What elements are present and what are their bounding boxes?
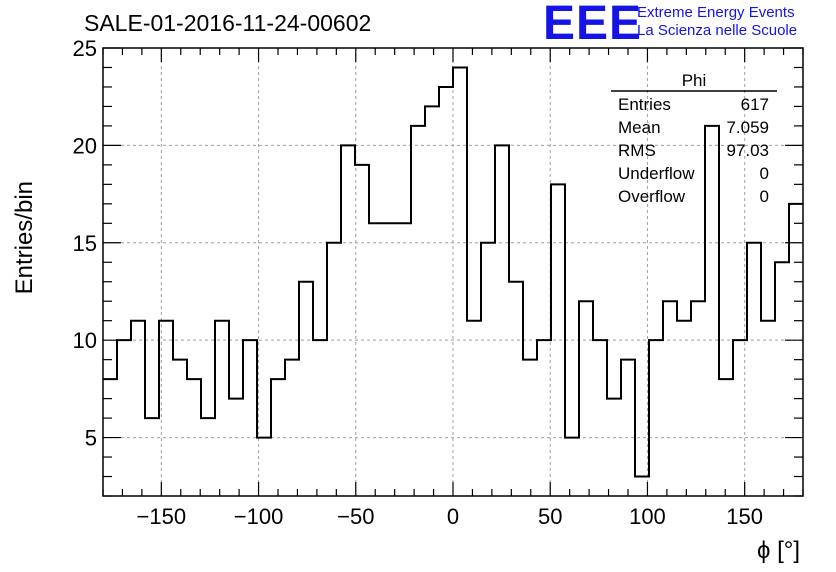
stats-label: Overflow — [618, 187, 686, 206]
y-tick-labels: 5 10 15 20 25 — [73, 36, 97, 451]
stats-value: 0 — [760, 187, 769, 206]
y-tick-label: 10 — [73, 328, 97, 353]
y-tick-label: 15 — [73, 231, 97, 256]
logo-tagline-line1: Extreme Energy Events — [637, 4, 795, 21]
logo-tagline-line2: La Scienza nelle Scuole — [637, 22, 798, 39]
stats-value: 7.059 — [726, 118, 769, 137]
stats-label: RMS — [618, 141, 656, 160]
eee-logo: EEE — [543, 0, 643, 50]
chart-title: SALE-01-2016-11-24-00602 — [84, 10, 372, 36]
y-tick-label: 20 — [73, 133, 97, 158]
stats-label: Underflow — [618, 164, 695, 183]
y-tick-label: 25 — [73, 36, 97, 61]
stats-label: Mean — [618, 118, 661, 137]
grid-lines — [103, 47, 803, 496]
stats-value: 617 — [741, 95, 769, 114]
stats-box-rows: Entries 617 Mean 7.059 RMS 97.03 Underflow 0 Ove… — [618, 95, 769, 206]
stats-value: 0 — [760, 164, 769, 183]
stats-box: Phi Entries 617 Mean 7.059 RMS 97.03 Underflow… — [611, 71, 777, 206]
y-axis-label: Entries/bin — [11, 181, 38, 294]
x-tick-labels: −150 −100 −50 0 50 100 150 — [137, 504, 763, 529]
stats-box-name: Phi — [682, 71, 707, 90]
y-tick-label: 5 — [85, 426, 97, 451]
x-axis-label: ϕ [°] — [757, 537, 800, 564]
x-tick-label: 100 — [629, 504, 666, 529]
x-tick-label: 150 — [726, 504, 763, 529]
stats-label: Entries — [618, 95, 671, 114]
x-tick-label: −100 — [234, 504, 284, 529]
stats-value: 97.03 — [726, 141, 769, 160]
x-tick-label: −50 — [337, 504, 374, 529]
histogram-step-line — [103, 66, 803, 478]
logo-tagline: Extreme Energy Events La Scienza nelle S… — [637, 4, 797, 40]
x-tick-label: 50 — [538, 504, 562, 529]
x-tick-label: 0 — [447, 504, 459, 529]
axis-ticks — [102, 47, 804, 497]
x-tick-label: −150 — [137, 504, 187, 529]
